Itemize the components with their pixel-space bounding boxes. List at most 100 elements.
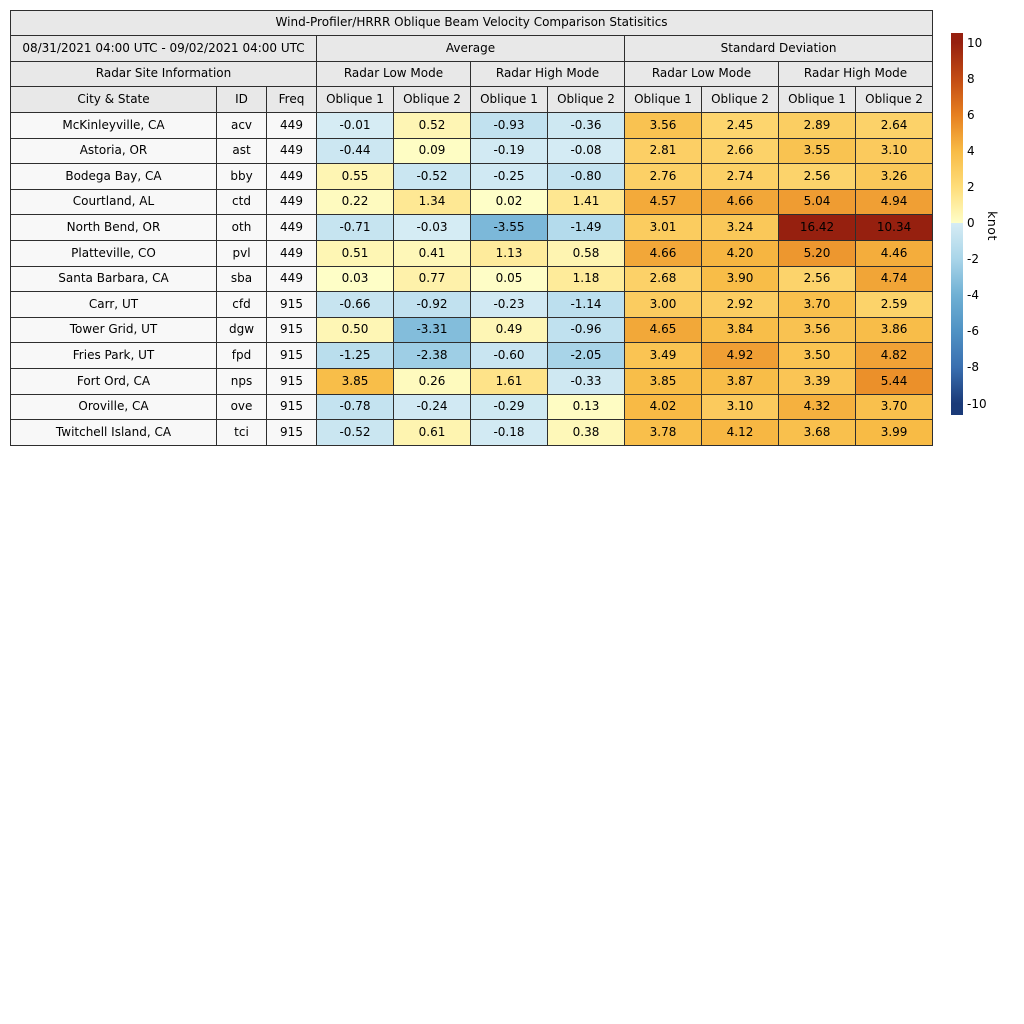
cell-value: 1.18 (547, 265, 625, 293)
cell-value: 3.10 (854, 137, 934, 165)
cell-value: -0.52 (316, 419, 394, 446)
cell-value: 3.99 (854, 419, 934, 446)
cell-value: 1.61 (470, 367, 548, 395)
cell-value: 5.44 (854, 367, 934, 395)
table-row: Bodega Bay, CA bby 449 0.55 -0.52 -0.25 -0.80 2… (10, 163, 934, 190)
cell-value: 2.56 (778, 265, 856, 293)
col-oblique-2: Oblique 2 (854, 86, 934, 113)
cell-city: North Bend, OR (10, 214, 217, 241)
cell-value: 2.92 (701, 291, 779, 318)
colorbar-tick-label: -6 (967, 324, 979, 339)
cell-value: 4.46 (854, 239, 934, 267)
stats-table: Wind-Profiler/HRRR Oblique Beam Velocity… (9, 10, 934, 446)
cell-city: Bodega Bay, CA (10, 163, 217, 190)
mode-header-row: Radar Site Information Radar Low Mode Ra… (10, 61, 934, 87)
cell-value: 3.10 (701, 393, 779, 421)
cell-value: -3.55 (470, 214, 548, 241)
colorbar-tick-label: 6 (967, 107, 975, 122)
table-title: Wind-Profiler/HRRR Oblique Beam Velocity… (9, 10, 934, 36)
cell-value: 2.76 (624, 163, 702, 190)
cell-value: -0.93 (470, 112, 548, 139)
cell-value: 2.74 (701, 163, 779, 190)
cell-value: 4.66 (701, 188, 779, 216)
table-row: Fries Park, UT fpd 915 -1.25 -2.38 -0.60 -2.05… (10, 342, 934, 369)
cell-value: -0.80 (547, 163, 625, 190)
cell-freq: 915 (266, 342, 317, 369)
cell-value: 0.22 (316, 188, 394, 216)
cell-value: 0.41 (393, 239, 471, 267)
cell-value: 3.90 (701, 265, 779, 293)
col-oblique-1: Oblique 1 (624, 86, 702, 113)
cell-value: 4.02 (624, 393, 702, 421)
std-high-mode-header: Radar High Mode (777, 61, 934, 87)
cell-value: 3.56 (778, 316, 856, 344)
cell-value: 2.66 (701, 137, 779, 165)
cell-value: 3.50 (778, 342, 856, 369)
cell-value: 3.78 (624, 419, 702, 446)
cell-value: 3.55 (778, 137, 856, 165)
table-row: Carr, UT cfd 915 -0.66 -0.92 -0.23 -1.14 3.00 2.… (10, 291, 934, 318)
cell-value: 3.70 (778, 291, 856, 318)
cell-value: -1.14 (547, 291, 625, 318)
colorbar-tick-label: -4 (967, 288, 979, 303)
cell-value: 3.01 (624, 214, 702, 241)
cell-value: 4.32 (778, 393, 856, 421)
cell-city: Oroville, CA (10, 393, 217, 421)
column-header-row: City & State ID Freq Oblique 1 Oblique 2… (10, 86, 934, 113)
table-row: Astoria, OR ast 449 -0.44 0.09 -0.19 -0.08 2.81… (10, 137, 934, 165)
avg-low-mode-header: Radar Low Mode (316, 61, 471, 87)
cell-id: ove (216, 393, 267, 421)
cell-city: McKinleyville, CA (10, 112, 217, 139)
cell-value: 4.57 (624, 188, 702, 216)
cell-id: sba (216, 265, 267, 293)
cell-id: ast (216, 137, 267, 165)
cell-value: 4.82 (854, 342, 934, 369)
colorbar-ticks: 10 8 6 4 2 0 -2 -4 -6 -8 -10 (967, 0, 1007, 450)
cell-value: 4.74 (854, 265, 934, 293)
cell-value: -0.71 (316, 214, 394, 241)
cell-value: 5.04 (778, 188, 856, 216)
cell-value: 2.81 (624, 137, 702, 165)
cell-value: 5.20 (778, 239, 856, 267)
cell-value: 1.41 (547, 188, 625, 216)
cell-value: 1.34 (393, 188, 471, 216)
cell-id: oth (216, 214, 267, 241)
colorbar-tick-label: 0 (967, 216, 975, 230)
cell-value: -0.23 (470, 291, 548, 318)
cell-value: 0.03 (316, 265, 394, 293)
cell-value: 3.56 (624, 112, 702, 139)
table-row: Fort Ord, CA nps 915 3.85 0.26 1.61 -0.33 3.85 3… (10, 367, 934, 395)
cell-value: 3.70 (854, 393, 934, 421)
table-body: McKinleyville, CA acv 449 -0.01 0.52 -0.93 -0.… (10, 112, 934, 446)
std-low-mode-header: Radar Low Mode (624, 61, 779, 87)
colorbar-tick-label: -2 (967, 252, 979, 267)
date-range: 08/31/2021 04:00 UTC - 09/02/2021 04:00 … (10, 35, 317, 62)
cell-freq: 449 (266, 188, 317, 216)
table-row: Santa Barbara, CA sba 449 0.03 0.77 0.05 1.18 2… (10, 265, 934, 293)
cell-value: 0.13 (547, 393, 625, 421)
cell-value: 4.94 (854, 188, 934, 216)
cell-value: -0.08 (547, 137, 625, 165)
cell-value: 3.86 (854, 316, 934, 344)
cell-value: -0.36 (547, 112, 625, 139)
cell-value: -3.31 (393, 316, 471, 344)
cell-value: -0.60 (470, 342, 548, 369)
cell-city: Tower Grid, UT (10, 316, 217, 344)
avg-high-mode-header: Radar High Mode (470, 61, 625, 87)
cell-city: Fort Ord, CA (10, 367, 217, 395)
cell-value: 4.65 (624, 316, 702, 344)
cell-value: -0.52 (393, 163, 471, 190)
cell-city: Platteville, CO (10, 239, 217, 267)
cell-value: 0.58 (547, 239, 625, 267)
cell-value: 0.09 (393, 137, 471, 165)
cell-city: Fries Park, UT (10, 342, 217, 369)
cell-freq: 915 (266, 419, 317, 446)
cell-value: 0.49 (470, 316, 548, 344)
cell-value: 0.61 (393, 419, 471, 446)
group-average: Average (316, 35, 625, 62)
colorbar-tick-label: 10 (967, 35, 983, 50)
cell-value: -0.24 (393, 393, 471, 421)
colorbar-gradient (951, 33, 963, 415)
table-row: Courtland, AL ctd 449 0.22 1.34 0.02 1.41 4.57 4… (10, 188, 934, 216)
